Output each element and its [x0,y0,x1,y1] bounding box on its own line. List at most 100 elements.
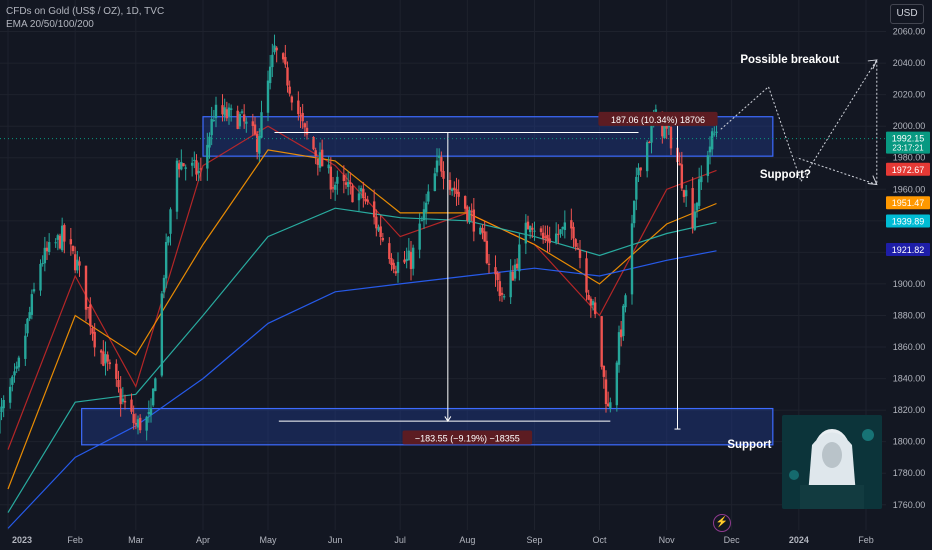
candle-down [463,196,467,209]
candle-down [481,227,484,233]
measure-layer: 187.06 (10.34%) 18706 −183.55 (−9.19%) −1… [274,111,718,445]
candle-down [483,231,486,242]
candle-down [195,160,198,175]
candle-down [364,198,367,202]
y-tick-label: 1980.00 [893,153,926,163]
candle-up [427,191,430,202]
x-tick-label: Feb [858,535,874,545]
x-tick-label: Jun [328,535,343,545]
candle-down [526,221,530,230]
candle-down [442,171,445,179]
candle-up [327,164,330,169]
candle-up [518,244,521,272]
candle-down [390,258,393,265]
candle-down [546,234,549,242]
candle-down [619,329,623,338]
candle-down [45,247,49,252]
candle-up [713,133,716,135]
candle-down [470,211,473,213]
candle-down [531,227,534,230]
candle-down [236,110,239,129]
candle-up [145,416,148,431]
candle-up [706,155,710,176]
x-tick-label: Mar [128,535,144,545]
candle-up [622,305,625,337]
candle-up [650,124,653,143]
candle-up [433,173,437,192]
candle-down [286,67,289,86]
lightning-icon[interactable]: ⚡ [713,514,731,532]
candle-down [251,121,255,127]
candle-down [331,187,335,189]
candle-up [591,301,595,306]
candle-up [468,210,471,223]
candle-down [604,379,608,405]
indicator-legend[interactable]: EMA 20/50/100/200 [6,19,94,30]
candle-down [680,164,684,189]
candle-down [329,166,333,190]
candle-down [682,190,686,197]
candle-down [372,201,376,218]
candle-up [32,289,36,292]
candle-up [147,412,151,415]
candle-down [89,304,92,327]
candle-up [266,80,270,113]
measure-label-bg [598,111,718,126]
candle-down [362,188,365,199]
candle-up [258,136,261,154]
candle-up [637,167,640,176]
candle-up [424,202,428,213]
candle-down [440,157,443,172]
candle-up [60,225,64,251]
ema-line [7,207,717,513]
candle-down [392,262,395,270]
annotation-text: Possible breakout [740,54,839,66]
candle-down [314,150,317,157]
candle-down [221,105,224,115]
candle-down [225,109,229,119]
candle-down [515,263,519,269]
candle-up [180,161,183,170]
measure-label-bg [402,430,533,445]
candle-down [199,168,203,170]
candle-down [544,236,547,238]
candle-up [563,222,567,231]
candle-up [245,121,248,124]
candle-up [697,179,701,206]
candle-down [299,114,302,116]
price-badge-label: 1921.82 [892,245,925,255]
candle-down [448,180,452,190]
candle-up [197,170,200,174]
currency-button[interactable]: USD [890,4,924,24]
candle-down [375,216,378,229]
candle-up [700,176,703,183]
candle-up [229,108,233,110]
candle-up [208,136,211,148]
y-tick-label: 1900.00 [893,279,926,289]
candle-down [494,267,497,275]
ema-layer [7,125,717,529]
candle-down [574,239,577,247]
candle-up [104,354,107,364]
candle-up [667,126,671,128]
price-badge [886,131,930,154]
candle-up [41,263,44,265]
candle-up [268,66,272,84]
candle-up [708,146,712,153]
y-tick-label: 1880.00 [893,310,926,320]
candle-up [273,45,276,53]
candle-up [164,241,168,279]
candle-up [214,104,218,119]
candle-up [169,209,172,234]
candle-up [0,406,3,413]
candle-down [539,228,543,233]
candle-down [93,331,96,348]
candle-down [123,400,127,403]
candle-up [54,242,57,244]
candles-layer [0,34,718,441]
candle-down [576,247,580,250]
y-tick-label: 2000.00 [893,121,926,131]
candle-down [117,380,120,388]
candle-down [548,238,551,244]
